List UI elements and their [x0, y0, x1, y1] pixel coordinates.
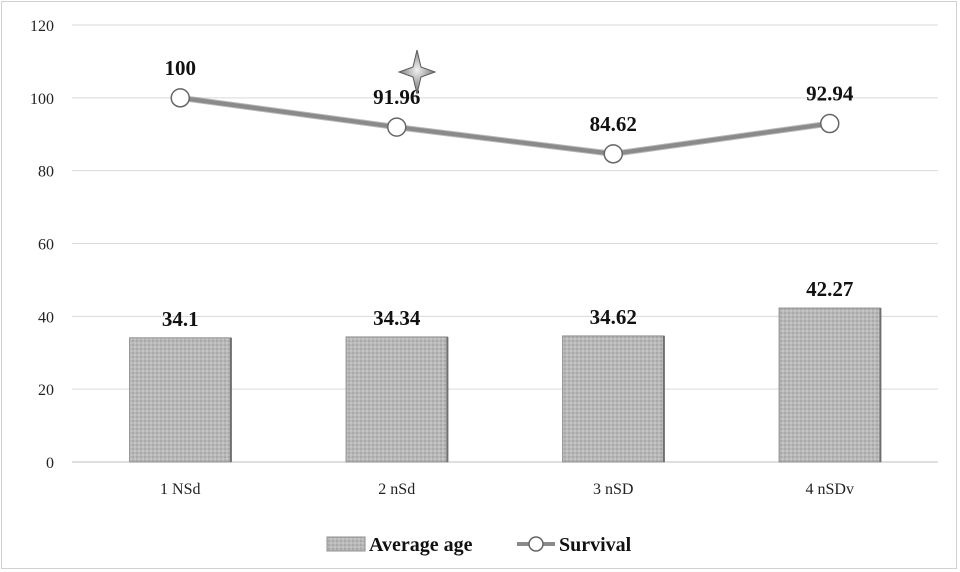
- legend: Average age Survival: [326, 534, 632, 556]
- bar-data-label: 42.27: [806, 277, 853, 301]
- bar: [129, 337, 232, 463]
- line-series: [170, 88, 840, 164]
- x-tick-label: 3 nSD: [593, 481, 633, 498]
- line-point: [387, 117, 407, 137]
- y-tick-label: 80: [38, 164, 54, 181]
- x-tick-label: 1 NSd: [160, 481, 200, 498]
- bar-data-label: 34.34: [373, 306, 421, 330]
- line-point: [603, 144, 623, 164]
- legend-line-marker: [528, 536, 544, 552]
- legend-bar-swatch: [326, 536, 366, 552]
- survival-line: [179, 95, 831, 156]
- data-labels: 34.1 34.34 34.62 42.27 100 91.96 84.62 92.94: [162, 56, 854, 331]
- line-shadow: [179, 94, 831, 157]
- y-axis: 0 20 40 60 80 100 120: [30, 18, 54, 472]
- x-tick-label: 4 nSDv: [806, 481, 854, 498]
- legend-label-average-age: Average age: [369, 534, 473, 556]
- y-tick-label: 40: [38, 309, 54, 326]
- bar: [562, 335, 665, 463]
- x-axis: 1 NSd 2 nSd 3 nSD 4 nSDv: [72, 461, 938, 498]
- line-data-label: 84.62: [590, 112, 637, 136]
- bar-series: [129, 307, 882, 463]
- line-point: [820, 113, 840, 134]
- y-tick-label: 120: [30, 18, 54, 35]
- y-tick-label: 100: [30, 91, 54, 108]
- y-tick-label: 0: [46, 455, 54, 472]
- line-point: [170, 88, 190, 108]
- bar: [778, 307, 881, 463]
- line-data-label: 92.94: [806, 82, 854, 106]
- legend-label-survival: Survival: [559, 534, 632, 556]
- y-tick-label: 60: [38, 237, 54, 254]
- bar-data-label: 34.1: [162, 307, 199, 331]
- line-data-label: 100: [165, 56, 197, 80]
- star-marker-icon: [397, 49, 437, 95]
- line-data-label: 91.96: [373, 85, 420, 109]
- bar: [345, 336, 448, 463]
- bar-data-label: 34.62: [590, 305, 637, 329]
- x-tick-label: 2 nSd: [378, 481, 415, 498]
- y-tick-label: 20: [38, 382, 54, 399]
